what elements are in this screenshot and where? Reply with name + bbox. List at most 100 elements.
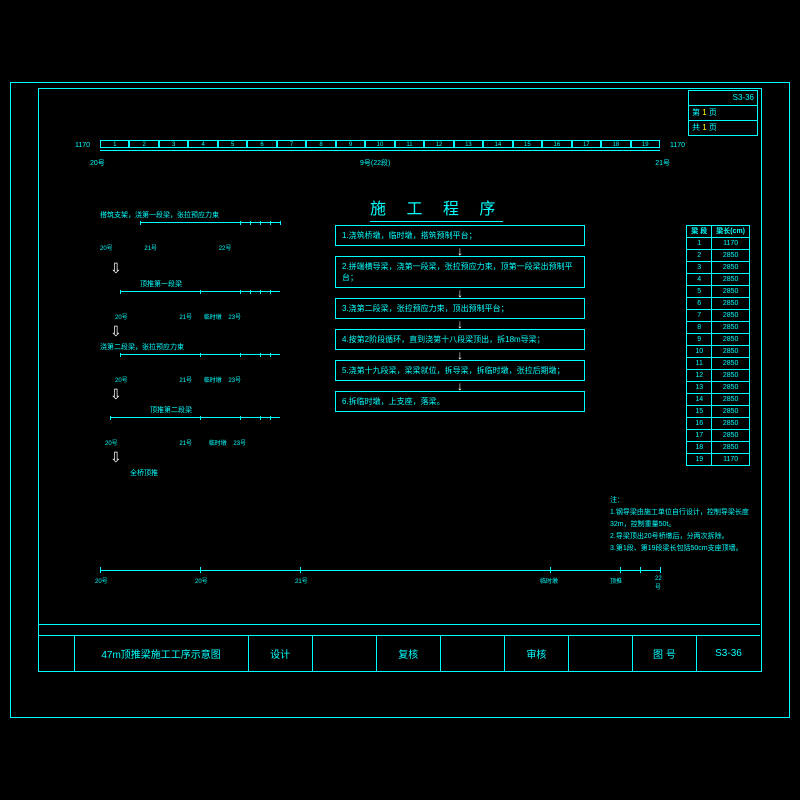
audit-label: 审核 <box>505 636 569 671</box>
step1-graphic <box>140 222 280 243</box>
table-row: 142850 <box>687 394 750 406</box>
step5-text: 全桥顶推 <box>130 468 290 478</box>
arrow-icon: ⇩ <box>110 323 290 340</box>
bottom-titleblock: 47m顶推梁施工工序示意图 设计 复核 审核 图 号 S3-36 <box>38 635 760 671</box>
flowchart: 1.浇筑桥墩，临时墩，搭筑预制平台； ↓ 2.拼端横导梁，浇第一段梁，张拉预应力束，… <box>335 225 585 418</box>
beam-segment: 8 <box>306 140 335 148</box>
left-process-diagrams: 搭筑支架，浇第一段梁，张拉预应力束 20号 21号 22号 ⇩ 顶推第一段梁 2… <box>100 210 290 480</box>
flow-arrow-icon: ↓ <box>335 383 585 389</box>
table-cell: 2850 <box>712 250 750 262</box>
review-value <box>441 636 505 671</box>
arrow-icon: ⇩ <box>110 260 290 277</box>
flow-arrow-icon: ↓ <box>335 290 585 296</box>
step4-graphic <box>110 417 280 438</box>
design-value <box>313 636 377 671</box>
table-cell: 3 <box>687 262 712 274</box>
step4-title: 顶推第二段梁 <box>150 405 290 415</box>
table-row: 122850 <box>687 370 750 382</box>
review-label: 复核 <box>377 636 441 671</box>
note-1: 1.钢导梁由施工单位自行设计，控制导梁长度32m，控制重量50t。 <box>610 507 750 531</box>
beam-segment: 11 <box>395 140 424 148</box>
notes: 注： 1.钢导梁由施工单位自行设计，控制导梁长度32m，控制重量50t。 2.导… <box>610 495 750 555</box>
flow-arrow-icon: ↓ <box>335 321 585 327</box>
step4-labels: 20号 21号 临时墩 23号 <box>100 438 290 447</box>
beam-segment: 12 <box>424 140 453 148</box>
table-row: 62850 <box>687 298 750 310</box>
audit-value <box>569 636 633 671</box>
flow-step: 6.拆临时墩，上支座，落梁。 <box>335 391 585 412</box>
table-row: 72850 <box>687 310 750 322</box>
bl-4: 顶推 <box>610 576 622 585</box>
beam-segment: 5 <box>218 140 247 148</box>
segment-length-table: 梁 段 梁长(cm) 11170228503285042850528506285… <box>686 225 750 466</box>
table-cell: 2850 <box>712 406 750 418</box>
table-cell: 2850 <box>712 286 750 298</box>
arrow-icon: ⇩ <box>110 386 290 403</box>
table-cell: 13 <box>687 382 712 394</box>
beam-segment: 6 <box>247 140 276 148</box>
flow-step: 1.浇筑桥墩，临时墩，搭筑预制平台； <box>335 225 585 246</box>
suffix: 页 <box>709 108 717 117</box>
table-cell: 2850 <box>712 358 750 370</box>
table-cell: 7 <box>687 310 712 322</box>
table-cell: 9 <box>687 334 712 346</box>
arrow-icon: ⇩ <box>110 449 290 466</box>
table-row: 92850 <box>687 334 750 346</box>
beam-segment: 3 <box>159 140 188 148</box>
table-cell: 1 <box>687 238 712 250</box>
table-cell: 2850 <box>712 442 750 454</box>
table-cell: 2850 <box>712 382 750 394</box>
prefix: 第 <box>692 108 700 117</box>
th-len: 梁长(cm) <box>712 226 750 238</box>
table-cell: 2850 <box>712 262 750 274</box>
right-pier: 21号 <box>655 158 670 168</box>
blank-cell <box>38 636 75 671</box>
beam-segment: 7 <box>277 140 306 148</box>
bl-3: 临时墩 <box>540 576 558 585</box>
table-row: 32850 <box>687 262 750 274</box>
table-cell: 6 <box>687 298 712 310</box>
flow-step: 4.按第2阶段循环，直到浇第十八段梁顶出，拆18m导梁； <box>335 329 585 350</box>
table-row: 102850 <box>687 346 750 358</box>
beam-segment: 2 <box>129 140 158 148</box>
flow-step: 3.浇第二段梁，张拉预应力束，顶出预制平台； <box>335 298 585 319</box>
flow-step: 2.拼端横导梁，浇第一段梁，张拉预应力束，顶第一段梁出预制平台； <box>335 256 585 288</box>
flow-arrow-icon: ↓ <box>335 352 585 358</box>
beam-segment: 15 <box>513 140 542 148</box>
beam-line <box>100 150 660 151</box>
main-title: 施 工 程 序 <box>370 195 503 222</box>
beam-segment: 19 <box>631 140 660 148</box>
table-cell: 15 <box>687 406 712 418</box>
flow-arrow-icon: ↓ <box>335 248 585 254</box>
table-row: 112850 <box>687 358 750 370</box>
table-row: 162850 <box>687 418 750 430</box>
table-cell: 2850 <box>712 298 750 310</box>
beam-segment: 16 <box>542 140 571 148</box>
page-row-1: 第 1 页 <box>688 105 758 121</box>
mid-pier: 9号(22段) <box>360 158 390 168</box>
prefix: 共 <box>692 123 700 132</box>
table-cell: 17 <box>687 430 712 442</box>
table-cell: 2850 <box>712 334 750 346</box>
table-cell: 2850 <box>712 310 750 322</box>
bottom-beam-diagram: 20号 20号 21号 临时墩 顶推 22号 <box>100 570 660 600</box>
suffix: 页 <box>709 123 717 132</box>
table-row: 182850 <box>687 442 750 454</box>
bl-5: 22号 <box>655 576 662 591</box>
table-row: 132850 <box>687 382 750 394</box>
table-row: 11170 <box>687 238 750 250</box>
beam-segment: 9 <box>336 140 365 148</box>
table-cell: 8 <box>687 322 712 334</box>
step2-title: 顶推第一段梁 <box>140 279 290 289</box>
table-cell: 16 <box>687 418 712 430</box>
table-cell: 2850 <box>712 370 750 382</box>
drawing-title: 47m顶推梁施工工序示意图 <box>75 636 249 671</box>
pagenum: 1 <box>702 108 706 117</box>
notes-title: 注： <box>610 495 750 507</box>
beam-diagram-top: 1170 1170 12345678910111213141516171819 … <box>100 140 660 170</box>
step2-graphic <box>120 291 280 312</box>
design-label: 设计 <box>249 636 313 671</box>
table-cell: 11 <box>687 358 712 370</box>
drawno-label: 图 号 <box>633 636 697 671</box>
table-row: 52850 <box>687 286 750 298</box>
